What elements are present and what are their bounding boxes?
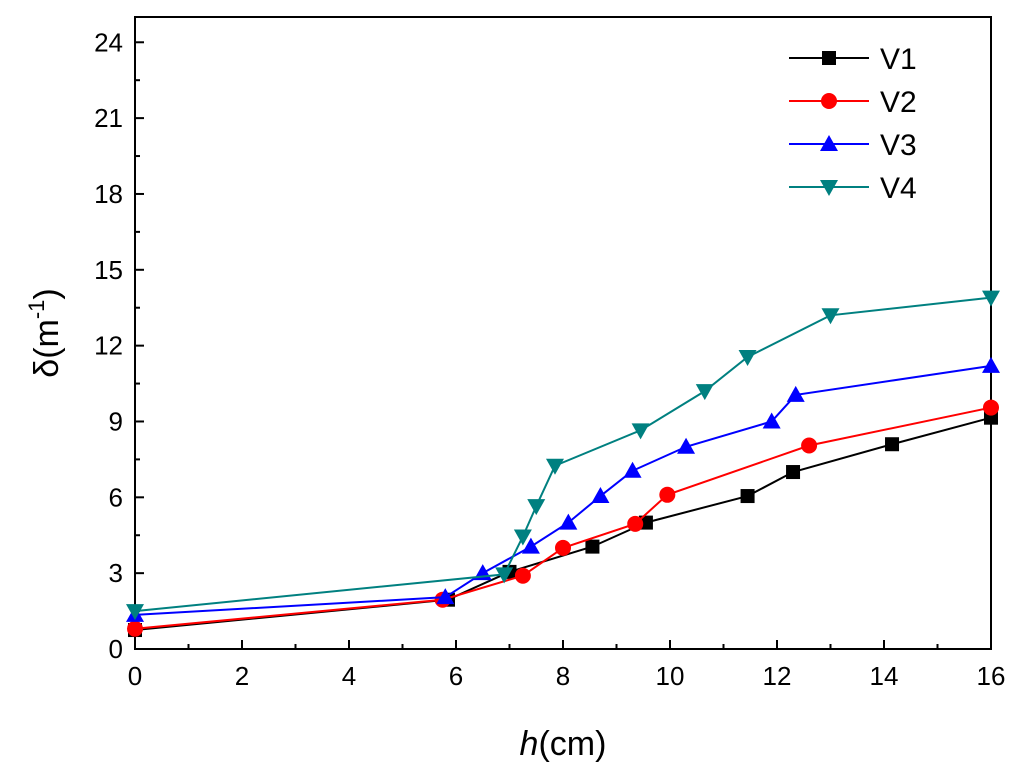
y-tick-label: 9: [109, 406, 123, 436]
series-v2: [127, 399, 999, 637]
legend-label: V2: [880, 86, 917, 119]
legend-marker: [822, 51, 836, 65]
x-tick-label: 2: [235, 661, 249, 691]
y-tick-label: 0: [109, 634, 123, 664]
data-point: [514, 567, 531, 584]
data-point: [786, 465, 801, 480]
x-tick-label: 12: [763, 661, 792, 691]
data-point: [885, 437, 900, 452]
y-tick-label: 15: [94, 255, 123, 285]
data-point: [545, 458, 564, 475]
legend-label: V4: [880, 172, 917, 205]
data-point: [982, 356, 1000, 373]
y-tick-label: 3: [109, 558, 123, 588]
y-tick-label: 24: [94, 27, 123, 57]
data-point: [527, 499, 546, 516]
x-tick-label: 10: [656, 661, 685, 691]
data-point: [436, 588, 455, 605]
series-line: [134, 296, 992, 613]
x-tick-label: 8: [556, 661, 570, 691]
series-layer: [126, 290, 1000, 638]
y-axis-title-main: δ(m: [28, 319, 66, 378]
legend-item-v3: V3: [789, 129, 917, 162]
legend-marker: [820, 135, 838, 151]
data-point: [127, 620, 143, 637]
data-point: [786, 385, 805, 402]
data-point: [982, 290, 1000, 307]
data-point: [521, 537, 540, 554]
y-axis-title: δ(m-1): [24, 288, 66, 377]
data-point: [659, 486, 676, 503]
x-tick-label: 0: [128, 661, 142, 691]
x-tick-label: 14: [870, 661, 899, 691]
legend: V1 V2 V3 V4: [789, 43, 917, 205]
data-point: [801, 437, 818, 454]
data-point: [623, 461, 642, 478]
data-point: [740, 489, 755, 504]
series-v3: [126, 356, 1000, 622]
legend-item-v4: V4: [789, 172, 917, 205]
legend-marker: [820, 180, 838, 196]
y-tick-label: 6: [109, 482, 123, 512]
data-point: [591, 487, 610, 504]
x-tick-label: 4: [342, 661, 356, 691]
data-point: [821, 308, 840, 325]
x-axis-title-unit: (cm): [538, 725, 606, 763]
data-point: [495, 567, 514, 584]
series-line: [134, 364, 992, 616]
data-point: [585, 539, 600, 554]
series-line: [134, 406, 992, 630]
data-point: [126, 604, 144, 621]
legend-item-v1: V1: [789, 43, 917, 76]
x-tick-label: 16: [977, 661, 1006, 691]
data-point: [627, 515, 644, 532]
legend-item-v2: V2: [789, 86, 917, 119]
data-point: [983, 399, 999, 416]
y-tick-label: 12: [94, 331, 123, 361]
legend-label: V1: [880, 43, 917, 76]
data-point: [677, 437, 696, 454]
legend-label: V3: [880, 129, 917, 162]
data-point: [762, 412, 781, 429]
data-point: [559, 513, 578, 530]
y-axis-title-close: ): [28, 288, 66, 299]
x-axis-title-variable: h: [520, 725, 539, 763]
y-tick-label: 21: [94, 103, 123, 133]
data-point: [555, 539, 571, 556]
data-point: [631, 423, 650, 440]
x-tick-label: 6: [449, 661, 463, 691]
y-axis-title-superscript: -1: [24, 300, 49, 320]
y-tick-label: 18: [94, 179, 123, 209]
legend-marker: [821, 93, 837, 109]
data-point: [695, 384, 714, 401]
series-v4: [126, 290, 1000, 621]
x-axis-title: h(cm): [520, 725, 607, 763]
data-point: [738, 350, 757, 367]
data-point: [513, 529, 532, 546]
